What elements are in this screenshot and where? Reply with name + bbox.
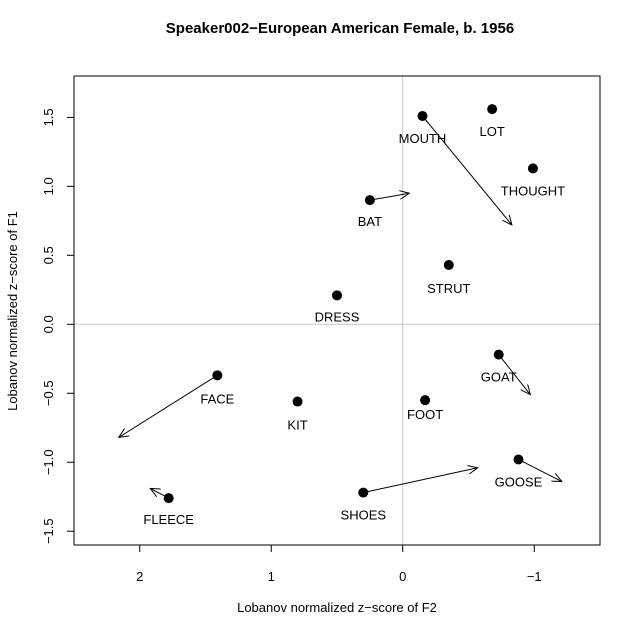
y-tick-label: −0.5: [41, 380, 56, 406]
y-tick-label: 1.5: [41, 108, 56, 126]
label-thought: THOUGHT: [501, 183, 565, 198]
label-face: FACE: [200, 391, 234, 406]
arrow-goose: [518, 459, 561, 481]
point-foot: [420, 395, 431, 406]
label-goat: GOAT: [481, 370, 517, 385]
y-tick-label: −1.0: [41, 449, 56, 475]
label-layer: FLEECE SHOES GOOSE FACE KIT FOOT GOAT DRESS STRU…: [143, 124, 565, 527]
y-tick-label: 0.0: [41, 315, 56, 333]
x-tick-label: 2: [136, 569, 143, 584]
point-thought: [527, 163, 538, 174]
label-lot: LOT: [480, 124, 505, 139]
point-face: [212, 370, 223, 381]
x-tick-label: 1: [268, 569, 275, 584]
point-lot: [487, 104, 498, 115]
x-axis-label: Lobanov normalized z−score of F2: [237, 600, 437, 615]
arrow-layer: [119, 115, 562, 499]
x-axis: 2 1 0 −1: [136, 545, 542, 584]
arrow-face: [119, 374, 218, 437]
x-tick-label: −1: [527, 569, 542, 584]
label-bat: BAT: [358, 214, 382, 229]
y-axis-label: Lobanov normalized z−score of F1: [5, 211, 20, 411]
label-foot: FOOT: [407, 407, 443, 422]
arrow-bat: [369, 193, 409, 201]
point-shoes: [358, 487, 369, 498]
label-kit: KIT: [287, 418, 307, 433]
label-fleece: FLEECE: [143, 512, 194, 527]
point-layer: [163, 104, 538, 504]
label-strut: STRUT: [427, 281, 470, 296]
point-fleece: [163, 493, 174, 504]
chart-title: Speaker002−European American Female, b. …: [166, 20, 514, 37]
point-mouth: [417, 111, 428, 122]
arrow-goat: [498, 354, 531, 395]
point-strut: [443, 259, 454, 270]
y-tick-label: −1.5: [41, 518, 56, 544]
y-tick-label: 1.0: [41, 177, 56, 195]
label-goose: GOOSE: [495, 474, 543, 489]
point-dress: [332, 290, 342, 301]
y-axis: 1.5 1.0 0.5 0.0 −0.5 −1.0 −1.5: [41, 108, 74, 544]
label-dress: DRESS: [315, 309, 360, 324]
x-tick-label: 0: [399, 569, 406, 584]
plot-frame: [73, 75, 601, 546]
arrow-shoes: [363, 468, 477, 494]
point-kit: [292, 396, 303, 407]
y-tick-label: 0.5: [41, 246, 56, 264]
point-goat: [493, 349, 504, 360]
point-bat: [364, 195, 375, 206]
point-goose: [513, 454, 524, 465]
label-mouth: MOUTH: [399, 131, 447, 146]
arrow-mouth: [422, 115, 511, 225]
label-shoes: SHOES: [341, 508, 387, 523]
